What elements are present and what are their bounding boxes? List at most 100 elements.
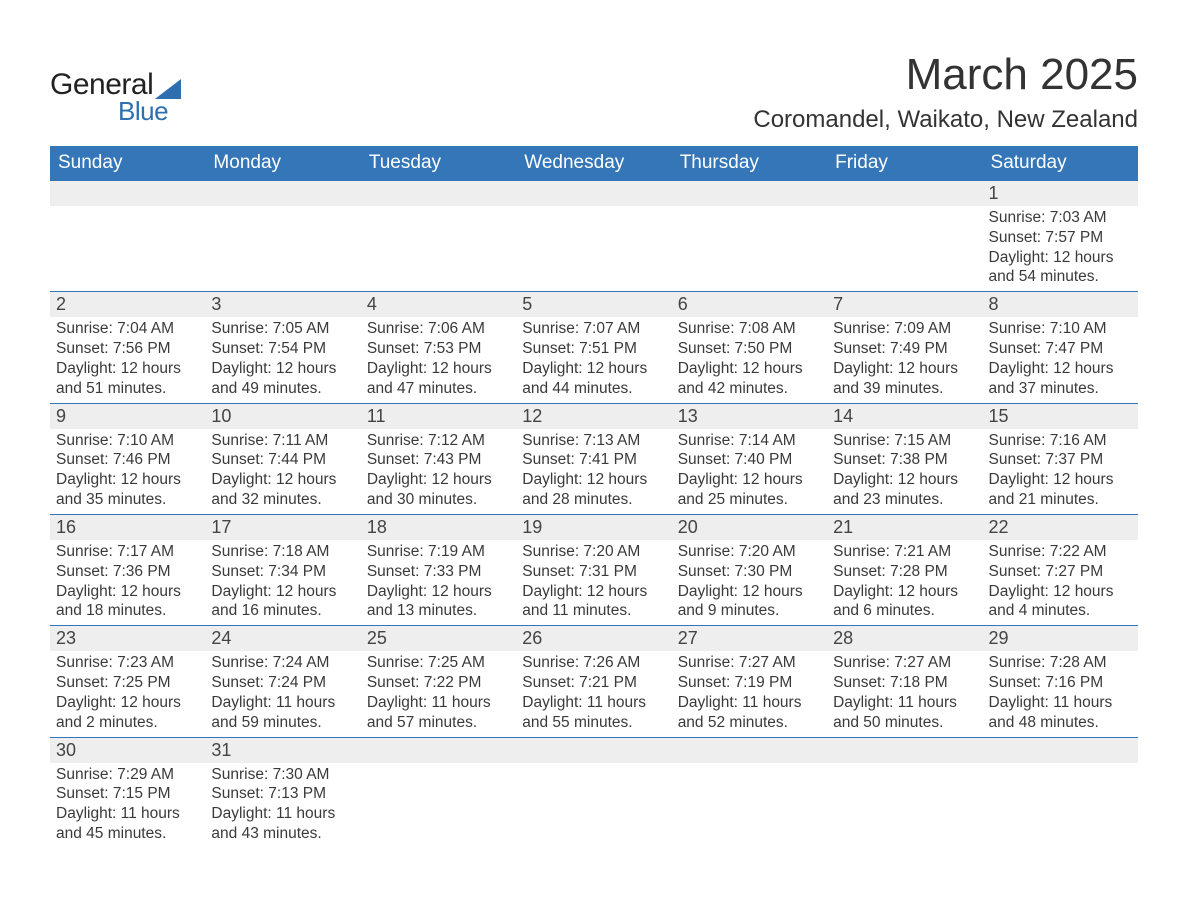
week-1-detail-row: Sunrise: 7:04 AMSunset: 7:56 PMDaylight:…: [50, 317, 1138, 403]
day-number: 12: [516, 403, 671, 429]
day-number: 16: [50, 514, 205, 540]
day-number: 17: [205, 514, 360, 540]
day-number: 23: [50, 626, 205, 652]
day-number: [827, 737, 982, 763]
day-detail: Sunrise: 7:23 AMSunset: 7:25 PMDaylight:…: [50, 651, 205, 737]
day-number: [516, 181, 671, 207]
day-number: 24: [205, 626, 360, 652]
day-number: [827, 181, 982, 207]
week-0-daynum-row: 1: [50, 181, 1138, 207]
day-detail: Sunrise: 7:25 AMSunset: 7:22 PMDaylight:…: [361, 651, 516, 737]
day-detail: Sunrise: 7:15 AMSunset: 7:38 PMDaylight:…: [827, 429, 982, 515]
week-5-detail-row: Sunrise: 7:29 AMSunset: 7:15 PMDaylight:…: [50, 763, 1138, 848]
day-number: 21: [827, 514, 982, 540]
week-2-detail-row: Sunrise: 7:10 AMSunset: 7:46 PMDaylight:…: [50, 429, 1138, 515]
day-detail: [672, 206, 827, 292]
day-number: 4: [361, 292, 516, 318]
day-number: 29: [983, 626, 1138, 652]
day-number: [672, 737, 827, 763]
week-4-daynum-row: 23242526272829: [50, 626, 1138, 652]
day-number: [983, 737, 1138, 763]
week-4-detail-row: Sunrise: 7:23 AMSunset: 7:25 PMDaylight:…: [50, 651, 1138, 737]
day-detail: Sunrise: 7:09 AMSunset: 7:49 PMDaylight:…: [827, 317, 982, 403]
day-detail: Sunrise: 7:30 AMSunset: 7:13 PMDaylight:…: [205, 763, 360, 848]
month-title: March 2025: [753, 50, 1138, 100]
col-monday: Monday: [205, 146, 360, 181]
day-detail: [983, 763, 1138, 848]
logo: General Blue: [50, 68, 181, 127]
day-detail: [672, 763, 827, 848]
day-number: 6: [672, 292, 827, 318]
day-detail: Sunrise: 7:27 AMSunset: 7:18 PMDaylight:…: [827, 651, 982, 737]
day-detail: Sunrise: 7:05 AMSunset: 7:54 PMDaylight:…: [205, 317, 360, 403]
day-number: 11: [361, 403, 516, 429]
week-2-daynum-row: 9101112131415: [50, 403, 1138, 429]
day-detail: [516, 763, 671, 848]
day-detail: Sunrise: 7:04 AMSunset: 7:56 PMDaylight:…: [50, 317, 205, 403]
day-number: [672, 181, 827, 207]
day-number: 13: [672, 403, 827, 429]
day-number: 31: [205, 737, 360, 763]
week-0-detail-row: Sunrise: 7:03 AMSunset: 7:57 PMDaylight:…: [50, 206, 1138, 292]
day-detail: Sunrise: 7:16 AMSunset: 7:37 PMDaylight:…: [983, 429, 1138, 515]
calendar-table: Sunday Monday Tuesday Wednesday Thursday…: [50, 146, 1138, 848]
day-number: 10: [205, 403, 360, 429]
col-wednesday: Wednesday: [516, 146, 671, 181]
logo-text-blue: Blue: [118, 96, 181, 127]
day-number: [205, 181, 360, 207]
day-number: 19: [516, 514, 671, 540]
day-detail: [205, 206, 360, 292]
day-number: 20: [672, 514, 827, 540]
week-3-detail-row: Sunrise: 7:17 AMSunset: 7:36 PMDaylight:…: [50, 540, 1138, 626]
col-saturday: Saturday: [983, 146, 1138, 181]
day-number: 3: [205, 292, 360, 318]
week-3-daynum-row: 16171819202122: [50, 514, 1138, 540]
day-detail: Sunrise: 7:19 AMSunset: 7:33 PMDaylight:…: [361, 540, 516, 626]
day-number: 9: [50, 403, 205, 429]
day-detail: Sunrise: 7:26 AMSunset: 7:21 PMDaylight:…: [516, 651, 671, 737]
day-number: 15: [983, 403, 1138, 429]
day-number: 14: [827, 403, 982, 429]
day-detail: Sunrise: 7:13 AMSunset: 7:41 PMDaylight:…: [516, 429, 671, 515]
day-detail: Sunrise: 7:07 AMSunset: 7:51 PMDaylight:…: [516, 317, 671, 403]
col-thursday: Thursday: [672, 146, 827, 181]
day-number: [516, 737, 671, 763]
day-detail: Sunrise: 7:28 AMSunset: 7:16 PMDaylight:…: [983, 651, 1138, 737]
day-number: 1: [983, 181, 1138, 207]
day-number: 22: [983, 514, 1138, 540]
day-detail: Sunrise: 7:08 AMSunset: 7:50 PMDaylight:…: [672, 317, 827, 403]
day-number: 26: [516, 626, 671, 652]
col-sunday: Sunday: [50, 146, 205, 181]
location-subtitle: Coromandel, Waikato, New Zealand: [753, 106, 1138, 134]
day-detail: Sunrise: 7:10 AMSunset: 7:47 PMDaylight:…: [983, 317, 1138, 403]
day-detail: Sunrise: 7:11 AMSunset: 7:44 PMDaylight:…: [205, 429, 360, 515]
day-number: 7: [827, 292, 982, 318]
day-number: 28: [827, 626, 982, 652]
day-number: [361, 737, 516, 763]
day-detail: Sunrise: 7:18 AMSunset: 7:34 PMDaylight:…: [205, 540, 360, 626]
day-detail: [361, 763, 516, 848]
day-detail: [827, 206, 982, 292]
day-number: 5: [516, 292, 671, 318]
week-1-daynum-row: 2345678: [50, 292, 1138, 318]
col-tuesday: Tuesday: [361, 146, 516, 181]
day-number: 18: [361, 514, 516, 540]
day-detail: [516, 206, 671, 292]
day-detail: Sunrise: 7:03 AMSunset: 7:57 PMDaylight:…: [983, 206, 1138, 292]
page-header: General Blue March 2025 Coromandel, Waik…: [50, 50, 1138, 134]
day-detail: [827, 763, 982, 848]
day-detail: Sunrise: 7:29 AMSunset: 7:15 PMDaylight:…: [50, 763, 205, 848]
day-header-row: Sunday Monday Tuesday Wednesday Thursday…: [50, 146, 1138, 181]
day-detail: [361, 206, 516, 292]
day-number: 8: [983, 292, 1138, 318]
day-detail: Sunrise: 7:17 AMSunset: 7:36 PMDaylight:…: [50, 540, 205, 626]
day-number: [361, 181, 516, 207]
day-detail: Sunrise: 7:22 AMSunset: 7:27 PMDaylight:…: [983, 540, 1138, 626]
day-detail: Sunrise: 7:14 AMSunset: 7:40 PMDaylight:…: [672, 429, 827, 515]
day-detail: Sunrise: 7:20 AMSunset: 7:30 PMDaylight:…: [672, 540, 827, 626]
day-number: [50, 181, 205, 207]
day-number: 2: [50, 292, 205, 318]
day-detail: Sunrise: 7:10 AMSunset: 7:46 PMDaylight:…: [50, 429, 205, 515]
day-detail: Sunrise: 7:24 AMSunset: 7:24 PMDaylight:…: [205, 651, 360, 737]
day-detail: [50, 206, 205, 292]
